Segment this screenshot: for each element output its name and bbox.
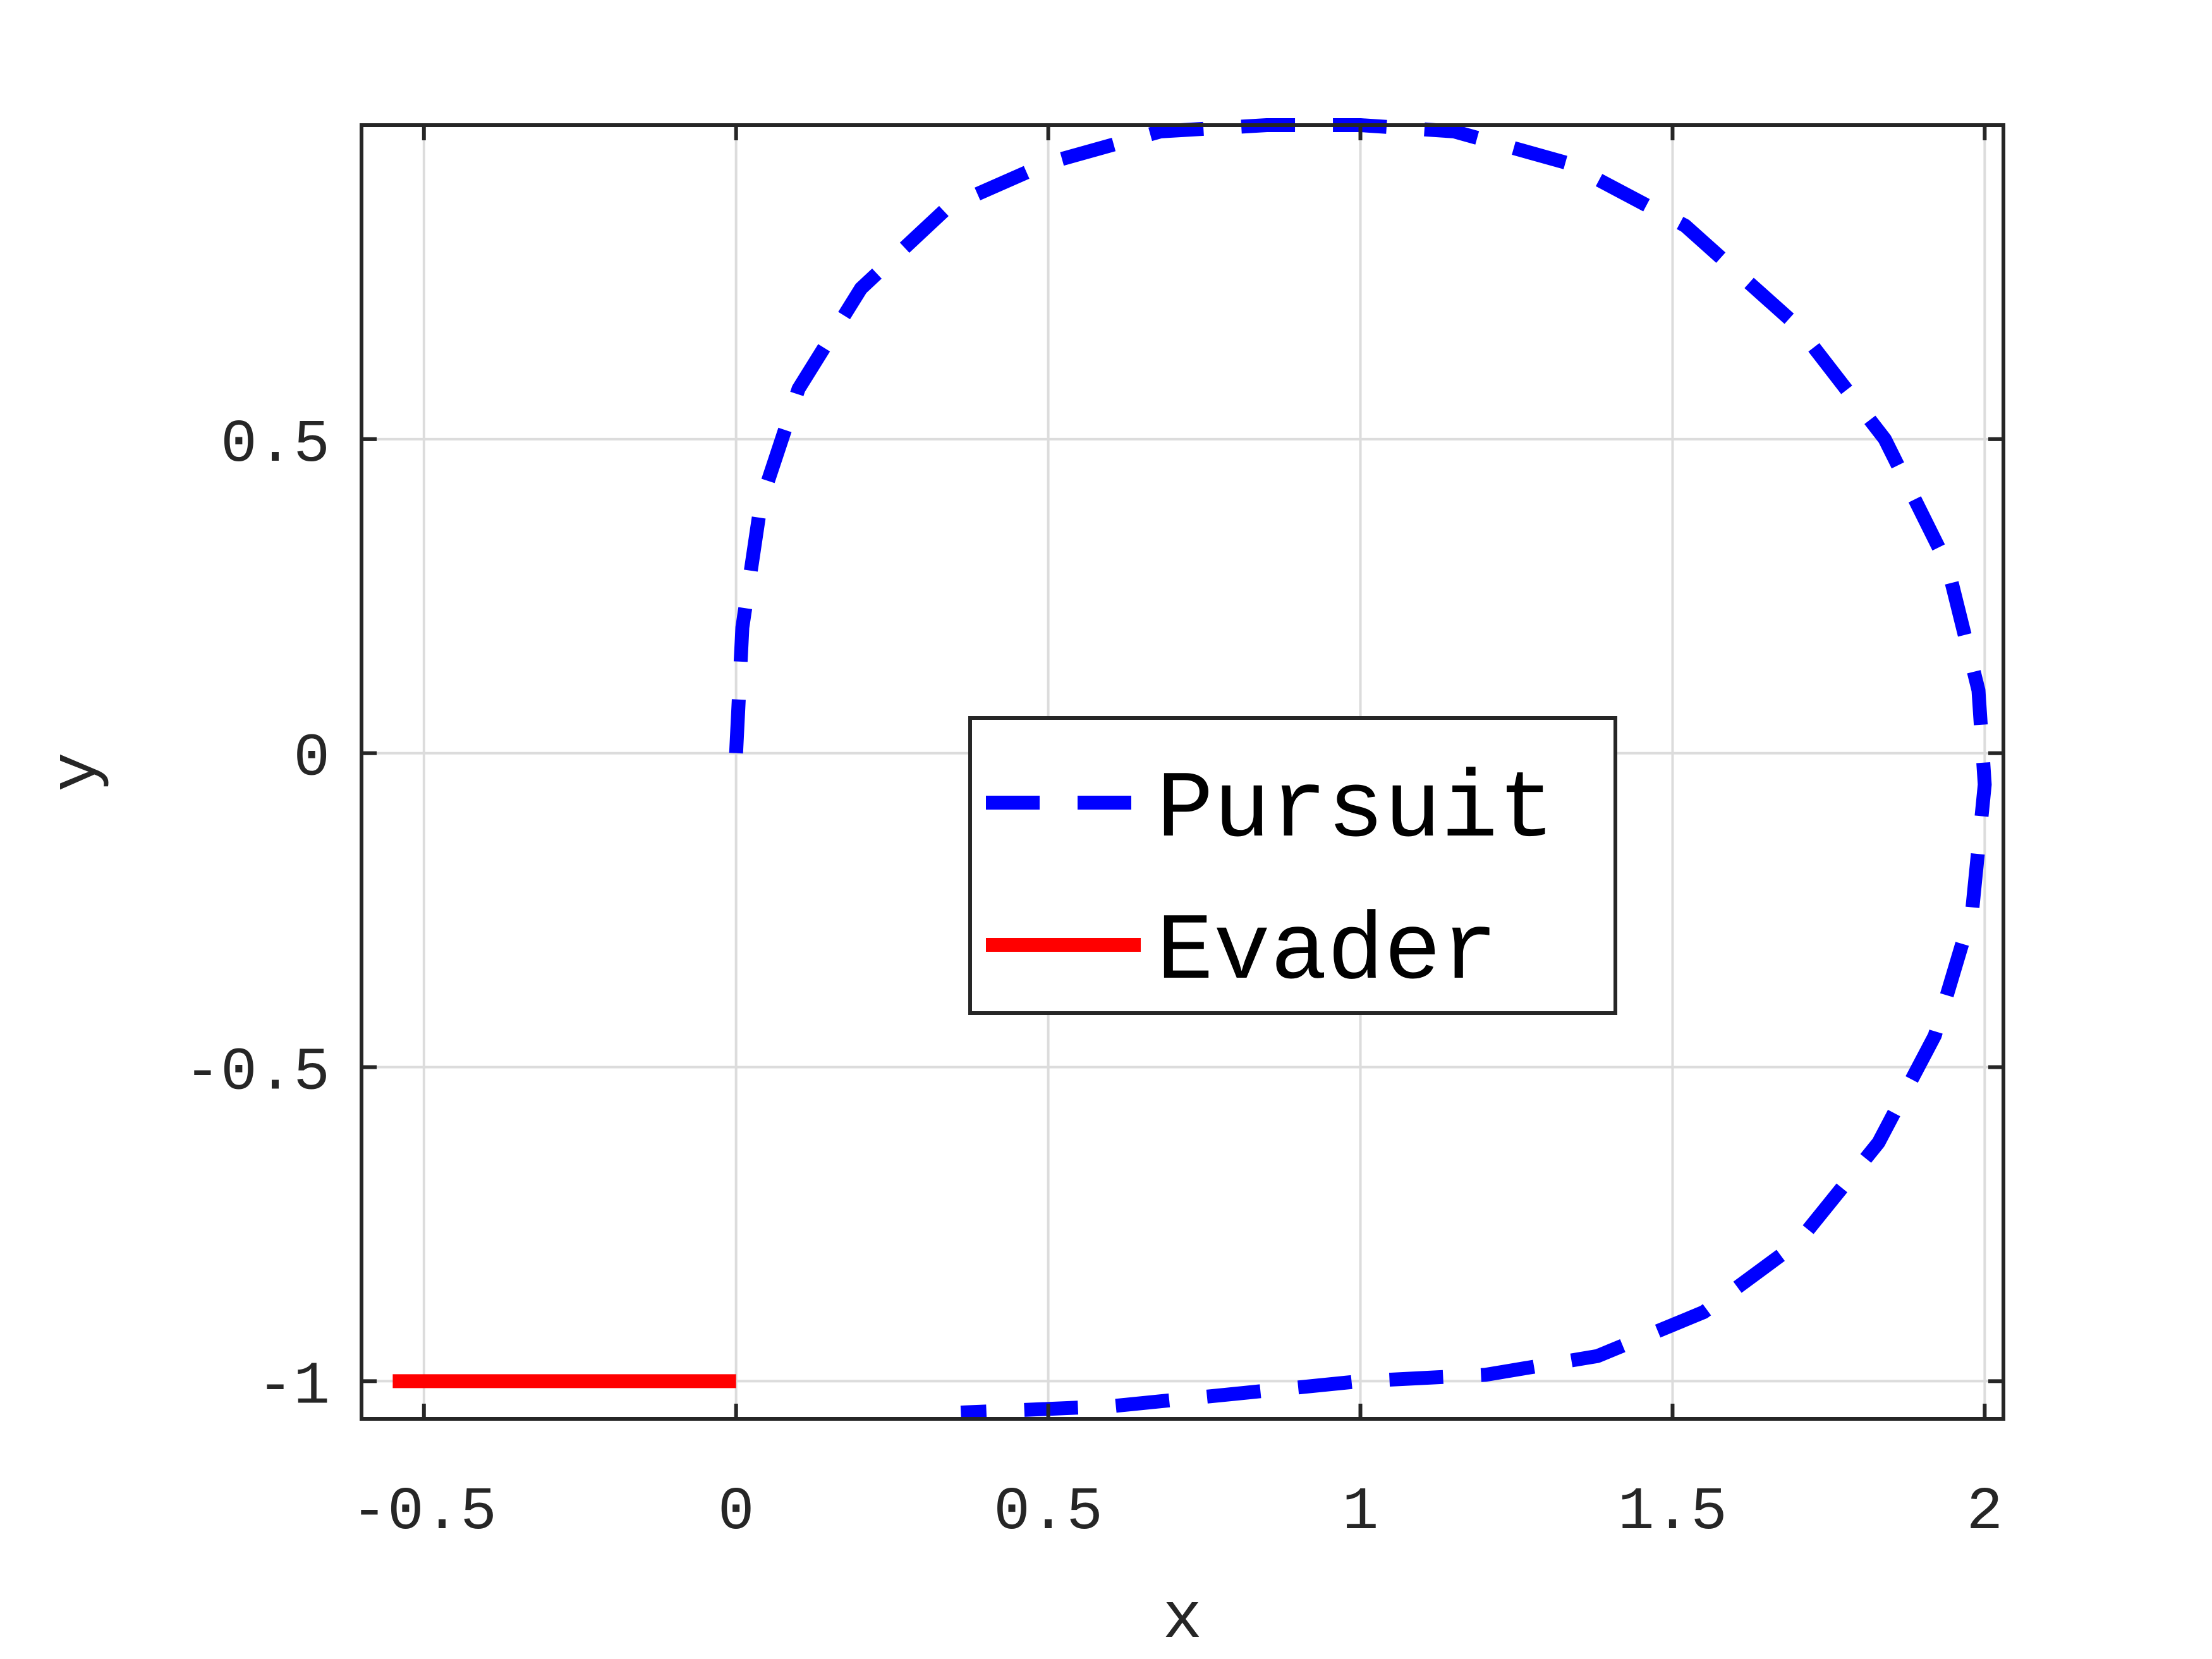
y-axis-label: y: [40, 752, 115, 791]
legend-label-pursuit: Pursuit: [1157, 757, 1555, 865]
x-tick-label: 1.5: [1618, 1478, 1727, 1547]
plot-frame: [360, 123, 2005, 1421]
series-pursuit-line: [729, 118, 1992, 1420]
y-tick-label: 0.5: [221, 410, 330, 479]
x-axis-label: x: [1163, 1583, 1202, 1657]
y-tick-label: -1: [257, 1352, 330, 1421]
legend-box: [968, 716, 1617, 1015]
series-layer: [392, 118, 1992, 1420]
ticks: [362, 125, 2003, 1419]
y-tick-label: 0: [293, 724, 330, 793]
x-tick-label: 0.5: [994, 1478, 1103, 1547]
x-tick-label: 1: [1342, 1478, 1379, 1547]
x-tick-label: 2: [1967, 1478, 2003, 1547]
tick-labels: -0.5 0 0.5 1 1.5 2 -1 -0.5 0 0.5: [185, 410, 2003, 1547]
y-tick-label: -0.5: [185, 1038, 330, 1107]
x-tick-label: -0.5: [351, 1478, 497, 1547]
legend: Pursuit Evader: [968, 716, 1617, 1015]
legend-label-evader: Evader: [1157, 899, 1498, 1007]
x-tick-label: 0: [718, 1478, 755, 1547]
